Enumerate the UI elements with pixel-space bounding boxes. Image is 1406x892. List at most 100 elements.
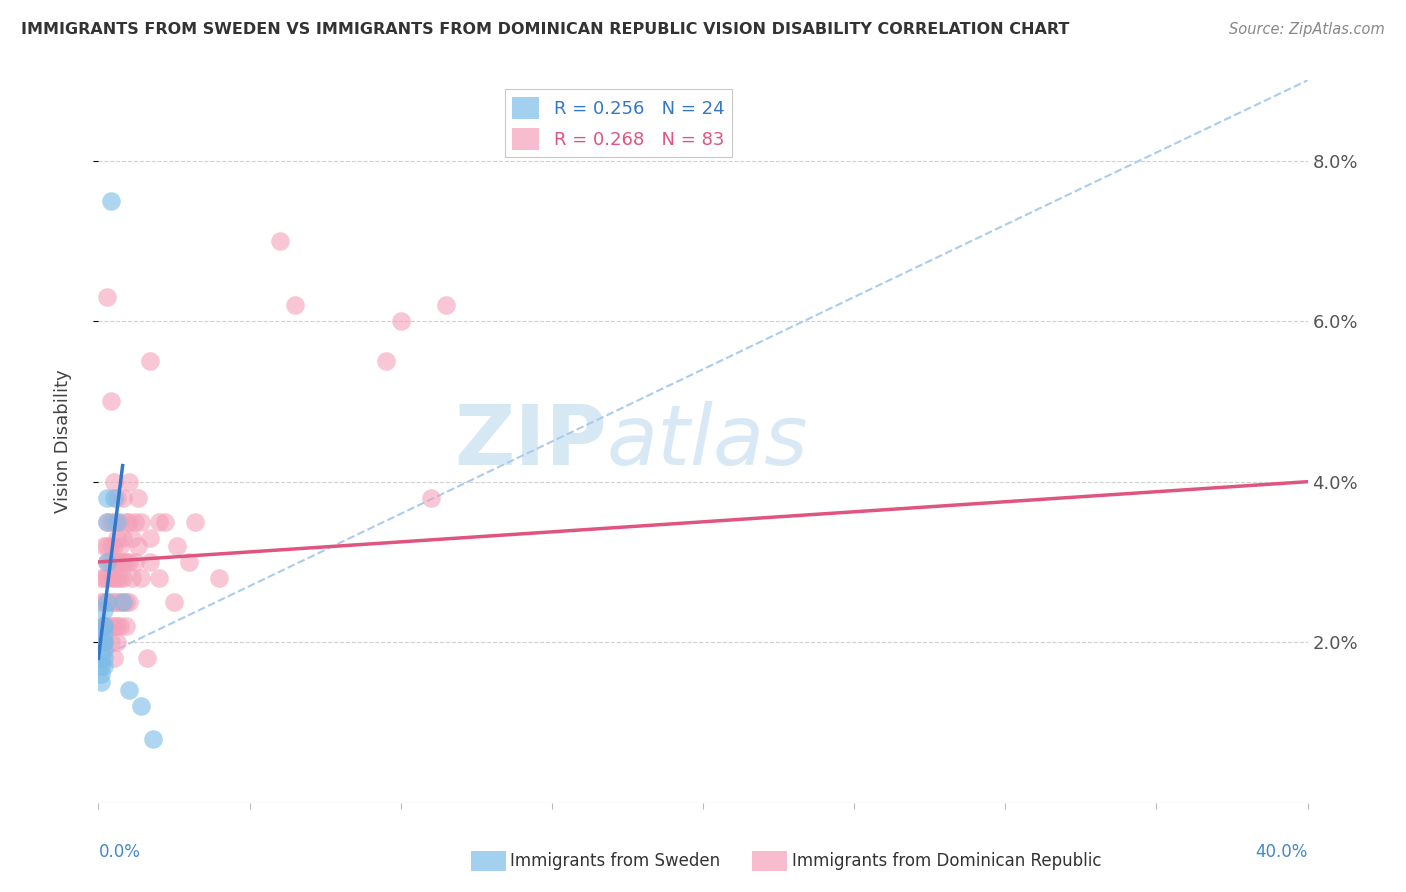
Y-axis label: Vision Disability: Vision Disability — [53, 369, 72, 514]
Point — [93, 651, 115, 665]
Point — [103, 555, 125, 569]
Point — [284, 298, 307, 312]
Point — [127, 491, 149, 505]
Point — [103, 491, 125, 505]
Point — [153, 515, 176, 529]
Point — [389, 314, 412, 328]
Point — [93, 619, 115, 633]
Point — [108, 539, 131, 553]
Point — [105, 571, 128, 585]
Point — [100, 635, 122, 649]
Point — [121, 571, 143, 585]
Point — [105, 555, 128, 569]
Point — [93, 659, 115, 673]
Point — [93, 643, 115, 657]
Text: Immigrants from Dominican Republic: Immigrants from Dominican Republic — [792, 852, 1101, 870]
Point — [124, 555, 146, 569]
Point — [118, 555, 141, 569]
Point — [90, 595, 112, 609]
Point — [93, 619, 115, 633]
Point — [129, 699, 152, 714]
Point — [96, 555, 118, 569]
Point — [129, 571, 152, 585]
Point — [105, 491, 128, 505]
Point — [166, 539, 188, 553]
Point — [114, 595, 136, 609]
Point — [118, 475, 141, 489]
Point — [114, 555, 136, 569]
Point — [111, 491, 134, 505]
Point — [118, 683, 141, 698]
Point — [103, 619, 125, 633]
Point — [100, 515, 122, 529]
Point — [90, 667, 112, 681]
Point — [103, 515, 125, 529]
Point — [179, 555, 201, 569]
Text: atlas: atlas — [606, 401, 808, 482]
Point — [100, 555, 122, 569]
Point — [148, 571, 170, 585]
Point — [111, 531, 134, 545]
Point — [100, 194, 122, 208]
Point — [111, 555, 134, 569]
Point — [90, 571, 112, 585]
Text: Immigrants from Sweden: Immigrants from Sweden — [510, 852, 720, 870]
Point — [96, 571, 118, 585]
Point — [100, 595, 122, 609]
Point — [139, 354, 162, 368]
Point — [124, 515, 146, 529]
Point — [93, 635, 115, 649]
Point — [108, 555, 131, 569]
Point — [93, 571, 115, 585]
Point — [108, 595, 131, 609]
Point — [96, 595, 118, 609]
Text: 0.0%: 0.0% — [98, 843, 141, 861]
Point — [105, 635, 128, 649]
Point — [100, 539, 122, 553]
Point — [108, 619, 131, 633]
Point — [374, 354, 396, 368]
Point — [90, 675, 112, 690]
Point — [96, 515, 118, 529]
Point — [103, 571, 125, 585]
Point — [129, 515, 152, 529]
Point — [118, 515, 141, 529]
Point — [103, 595, 125, 609]
Point — [184, 515, 207, 529]
Point — [111, 595, 134, 609]
Text: IMMIGRANTS FROM SWEDEN VS IMMIGRANTS FROM DOMINICAN REPUBLIC VISION DISABILITY C: IMMIGRANTS FROM SWEDEN VS IMMIGRANTS FRO… — [21, 22, 1070, 37]
Point — [105, 531, 128, 545]
Point — [103, 539, 125, 553]
Text: 40.0%: 40.0% — [1256, 843, 1308, 861]
Point — [127, 539, 149, 553]
Point — [90, 659, 112, 673]
Point — [103, 651, 125, 665]
Point — [93, 539, 115, 553]
Point — [139, 531, 162, 545]
Point — [96, 555, 118, 569]
Point — [105, 595, 128, 609]
Point — [96, 290, 118, 304]
Text: ZIP: ZIP — [454, 401, 606, 482]
Point — [103, 475, 125, 489]
Point — [420, 491, 443, 505]
Point — [114, 619, 136, 633]
Point — [111, 571, 134, 585]
Point — [100, 394, 122, 409]
Point — [96, 595, 118, 609]
Point — [142, 731, 165, 746]
Point — [100, 571, 122, 585]
Point — [100, 619, 122, 633]
Point — [114, 515, 136, 529]
Point — [96, 619, 118, 633]
Point — [111, 595, 134, 609]
Point — [96, 515, 118, 529]
Legend: R = 0.256   N = 24, R = 0.268   N = 83: R = 0.256 N = 24, R = 0.268 N = 83 — [505, 89, 731, 157]
Point — [96, 491, 118, 505]
Point — [90, 651, 112, 665]
Point — [105, 515, 128, 529]
Point — [108, 571, 131, 585]
Point — [208, 571, 231, 585]
Point — [93, 635, 115, 649]
Text: Source: ZipAtlas.com: Source: ZipAtlas.com — [1229, 22, 1385, 37]
